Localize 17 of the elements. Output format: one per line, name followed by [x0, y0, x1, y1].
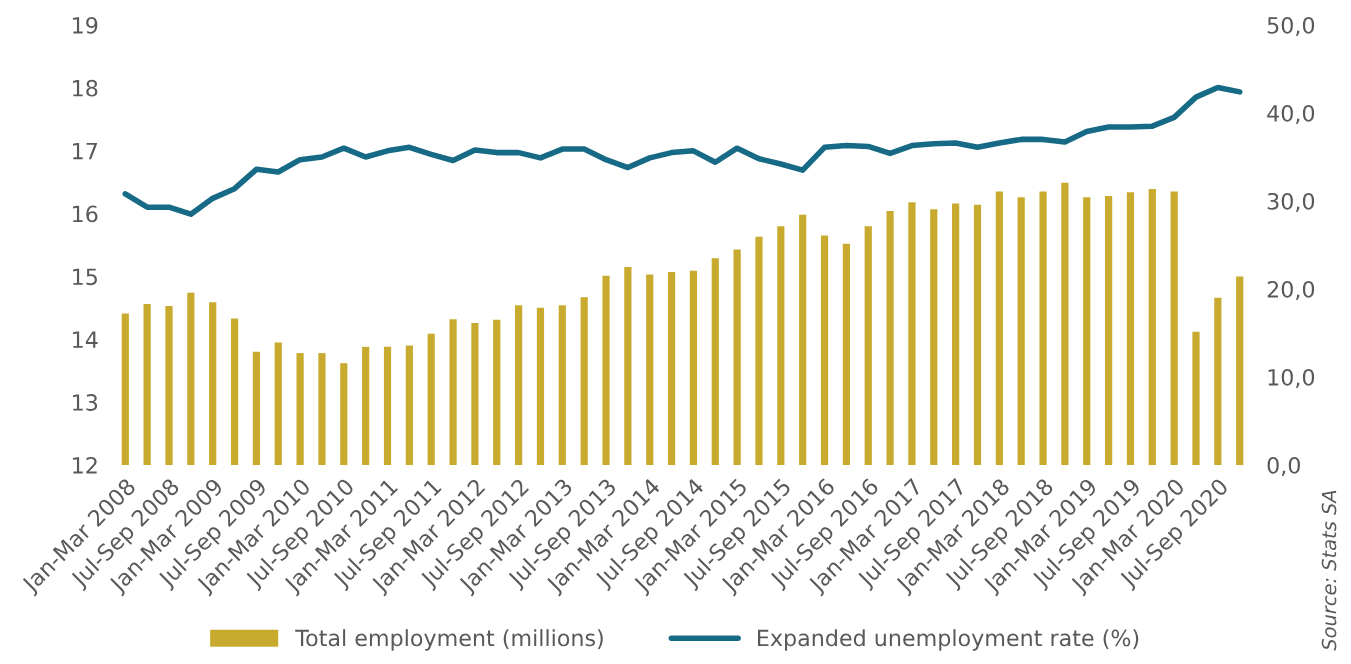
y2-tick-label: 0,0 [1267, 456, 1300, 477]
y-tick-label: 18 [73, 79, 98, 97]
y2-tick-label: 20,0 [1267, 280, 1315, 301]
y-tick-label: 19 [73, 16, 98, 34]
y-tick-label: 17 [73, 142, 97, 160]
legend-label: Expanded unemployment rate (%) [758, 629, 1139, 651]
legend-label: Total employment (millions) [295, 629, 603, 651]
y2-tick-label: 10,0 [1268, 368, 1315, 389]
y-tick-label: 13 [73, 394, 98, 411]
y-tick-label: 16 [73, 205, 98, 223]
y2-tick-label: 30,0 [1267, 192, 1315, 213]
y2-tick-label: 50,0 [1267, 16, 1315, 37]
y-tick-label: 15 [73, 268, 97, 286]
y-tick-label: 14 [73, 331, 98, 348]
y2-tick-label: 40,0 [1267, 104, 1315, 125]
source-note: Source: Stats SA [1321, 490, 1337, 651]
y-tick-label: 12 [73, 456, 97, 474]
